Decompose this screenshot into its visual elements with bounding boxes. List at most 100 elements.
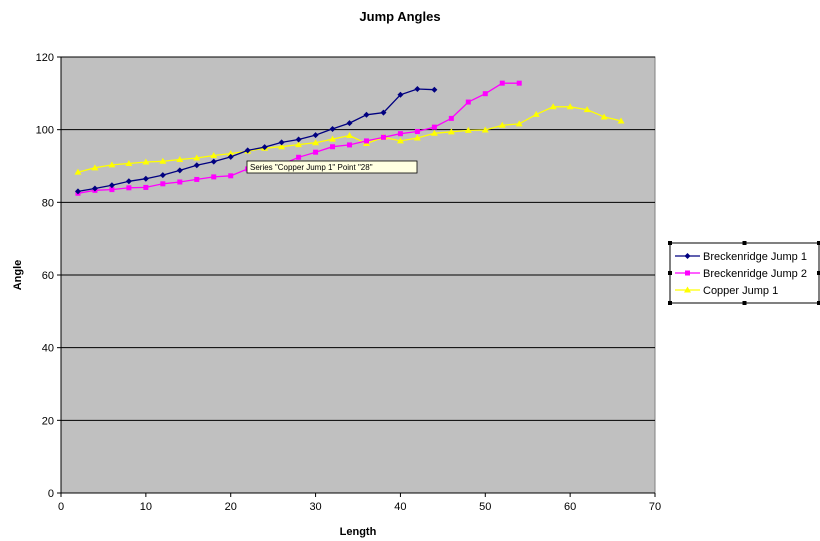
selection-handle[interactable] [668, 301, 672, 305]
data-point[interactable] [347, 142, 353, 148]
data-point[interactable] [549, 103, 557, 110]
legend[interactable]: Breckenridge Jump 1 Breckenridge Jump 2 Co… [668, 241, 820, 305]
data-point[interactable] [380, 134, 386, 140]
data-point[interactable] [617, 117, 625, 124]
data-point[interactable] [566, 103, 574, 110]
data-point[interactable] [414, 128, 420, 134]
data-point[interactable] [312, 132, 319, 139]
data-point[interactable] [193, 162, 200, 169]
data-point[interactable] [142, 175, 149, 182]
data-point[interactable] [329, 135, 337, 142]
x-tick-label: 30 [309, 501, 321, 513]
data-point[interactable] [108, 182, 115, 189]
data-point[interactable] [211, 174, 217, 180]
selection-handle[interactable] [742, 301, 747, 305]
data-point[interactable] [91, 185, 98, 192]
data-point[interactable] [227, 150, 235, 157]
data-point[interactable] [278, 143, 286, 150]
data-point[interactable] [380, 109, 387, 116]
x-tick-label: 10 [140, 501, 152, 513]
data-point[interactable] [600, 113, 608, 120]
data-point[interactable] [295, 136, 302, 143]
data-point[interactable] [125, 159, 133, 166]
selection-handle[interactable] [742, 241, 747, 245]
data-point[interactable] [176, 155, 184, 162]
data-point[interactable] [499, 80, 505, 86]
data-point[interactable] [498, 121, 506, 128]
data-point[interactable] [330, 144, 336, 150]
legend-swatch-marker[interactable] [685, 270, 690, 276]
data-point[interactable] [74, 188, 81, 195]
data-point[interactable] [143, 184, 149, 190]
data-point[interactable] [396, 137, 404, 144]
data-point[interactable] [126, 185, 132, 191]
data-point[interactable] [482, 91, 488, 97]
data-point[interactable] [430, 129, 438, 136]
x-tick-label: 50 [479, 501, 491, 513]
tooltip-text: Series "Copper Jump 1" Point "28" [250, 163, 373, 172]
data-point[interactable] [228, 173, 234, 179]
data-point[interactable] [159, 172, 166, 179]
data-point[interactable] [278, 139, 285, 146]
data-point[interactable] [464, 126, 472, 133]
data-point[interactable] [312, 139, 320, 146]
y-tick-label: 20 [42, 415, 54, 427]
data-point[interactable] [448, 115, 454, 121]
data-point[interactable] [516, 80, 522, 86]
data-point[interactable] [431, 124, 437, 130]
legend-item-1[interactable]: Breckenridge Jump 1 [675, 251, 807, 263]
data-point[interactable] [447, 128, 455, 135]
data-point[interactable] [329, 125, 336, 132]
data-point[interactable] [346, 120, 353, 127]
series-line[interactable] [77, 88, 435, 193]
legend-swatch-marker[interactable] [684, 253, 691, 259]
legend-selection-handles[interactable] [668, 241, 820, 305]
x-tick-label: 60 [564, 501, 576, 513]
data-point[interactable] [160, 181, 166, 187]
selection-handle[interactable] [817, 271, 820, 275]
data-point[interactable] [244, 147, 251, 154]
y-tick-label: 80 [42, 197, 54, 209]
selection-handle[interactable] [817, 241, 820, 245]
legend-item-3[interactable]: Copper Jump 1 [675, 285, 778, 297]
data-point[interactable] [227, 153, 234, 160]
data-point[interactable] [431, 86, 438, 93]
data-point[interactable] [210, 151, 218, 158]
data-point[interactable] [583, 106, 591, 113]
selection-handle[interactable] [668, 271, 672, 275]
data-point[interactable] [363, 138, 369, 144]
data-point[interactable] [108, 161, 116, 168]
data-point[interactable] [481, 126, 489, 133]
data-point[interactable] [313, 149, 319, 155]
data-point[interactable] [159, 157, 167, 164]
y-axis-title: Angle [12, 260, 24, 291]
data-point[interactable] [261, 144, 268, 151]
data-point[interactable] [397, 131, 403, 137]
data-point[interactable] [142, 158, 150, 165]
data-point[interactable] [125, 178, 132, 185]
data-point[interactable] [177, 179, 183, 185]
data-point[interactable] [413, 134, 421, 141]
y-tick-label: 60 [42, 270, 54, 282]
legend-item-2[interactable]: Breckenridge Jump 2 [675, 268, 807, 280]
data-point[interactable] [397, 91, 404, 98]
data-point[interactable] [296, 154, 302, 160]
legend-label: Copper Jump 1 [703, 285, 778, 297]
data-point[interactable] [346, 131, 354, 138]
data-point[interactable] [363, 111, 370, 118]
data-point[interactable] [515, 120, 523, 127]
selection-handle[interactable] [817, 301, 820, 305]
data-point[interactable] [532, 110, 540, 117]
legend-swatch-marker[interactable] [684, 286, 691, 293]
data-point[interactable] [414, 85, 421, 92]
data-point[interactable] [465, 99, 471, 105]
data-point[interactable] [210, 158, 217, 165]
data-point[interactable] [91, 164, 99, 171]
data-point[interactable] [194, 176, 200, 182]
selection-handle[interactable] [668, 241, 672, 245]
data-point[interactable] [176, 167, 183, 174]
data-point[interactable] [295, 141, 303, 148]
data-point[interactable] [109, 187, 115, 193]
data-point[interactable] [193, 154, 201, 161]
data-point[interactable] [74, 168, 82, 175]
